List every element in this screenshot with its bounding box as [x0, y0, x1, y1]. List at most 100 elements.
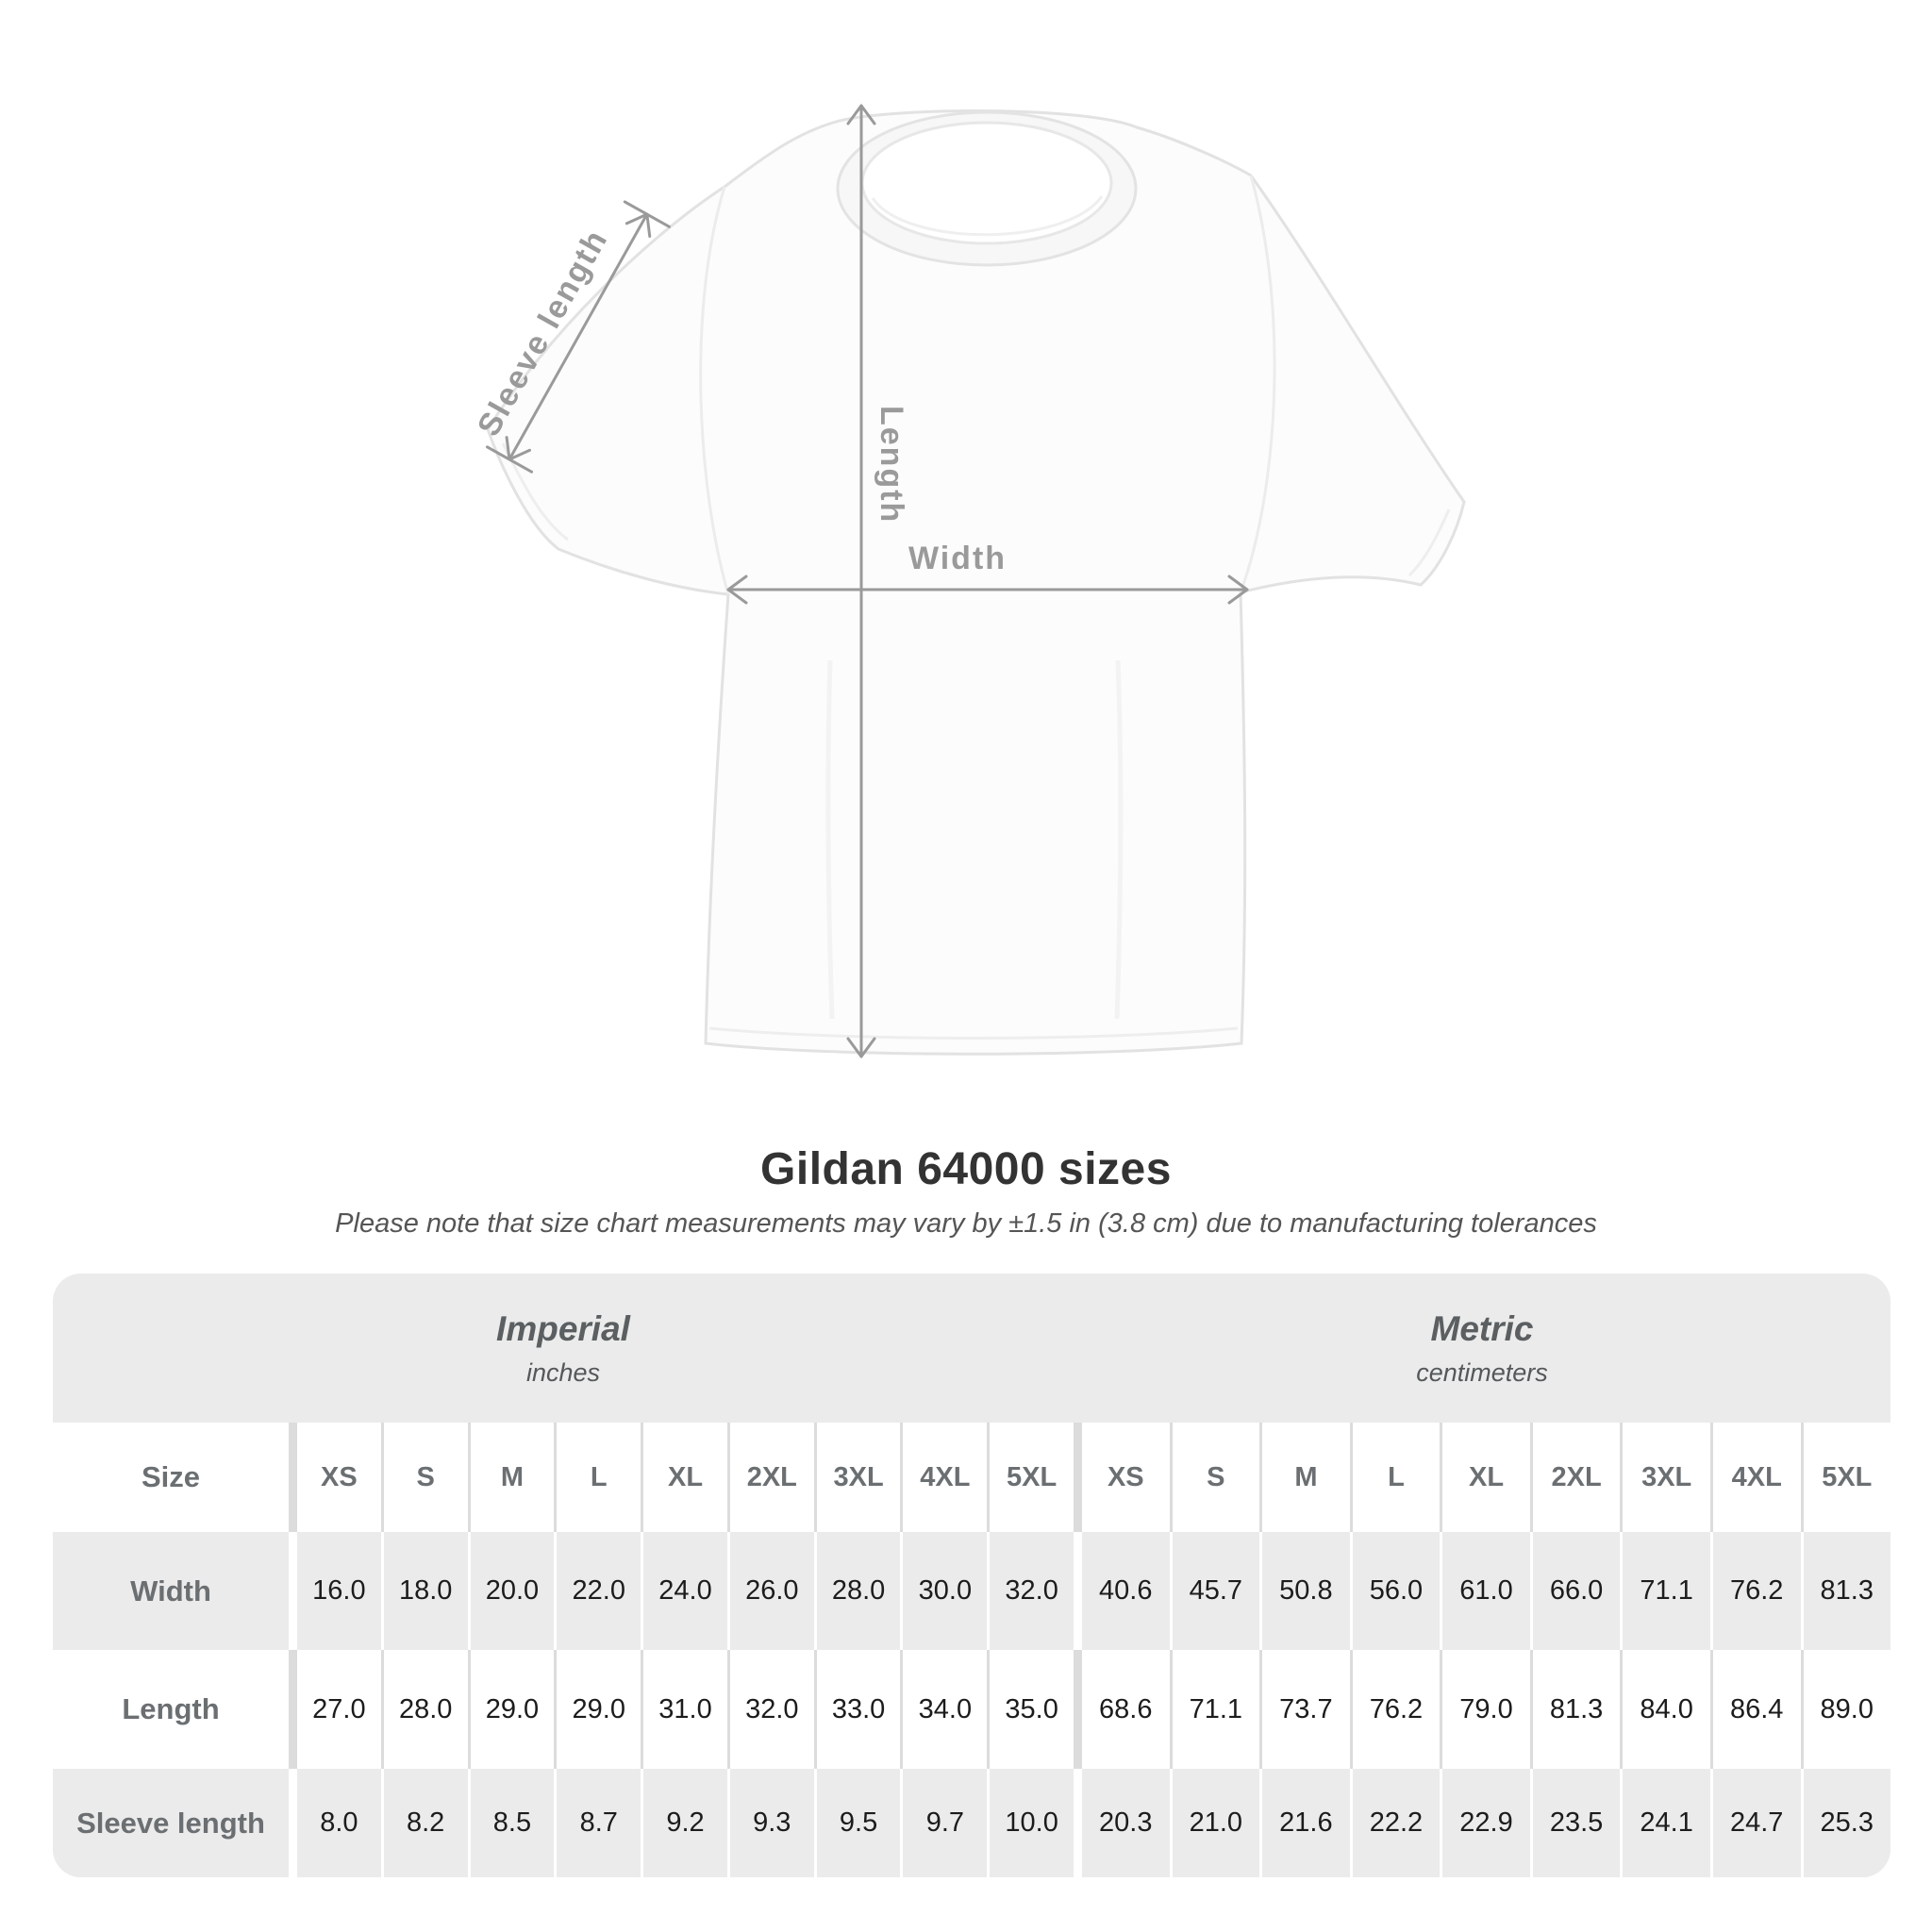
- unit-group-sublabel: centimeters: [1416, 1357, 1548, 1387]
- table-cell: 9.5: [813, 1769, 901, 1877]
- table-cell: 35.0: [987, 1650, 1074, 1769]
- imperial-header: Imperial inches: [53, 1274, 1074, 1423]
- size-column-header: Size: [141, 1460, 201, 1493]
- table-cell: 76.2: [1709, 1532, 1801, 1650]
- table-cell: 25.3: [1800, 1769, 1891, 1877]
- table-cell: 61.0: [1440, 1532, 1530, 1650]
- size-header-cell: M: [467, 1423, 555, 1532]
- table-cell: 22.0: [554, 1532, 641, 1650]
- table-cell: 28.0: [813, 1532, 901, 1650]
- row-label-length: Length: [122, 1692, 220, 1725]
- table-cell: 10.0: [987, 1769, 1074, 1877]
- table-row-length: Length 27.0 28.0 29.0 29.0 31.0 32.0 33.0 34.0 3…: [53, 1650, 1890, 1769]
- table-cell: 32.0: [726, 1650, 814, 1769]
- size-header-cell: XL: [1440, 1423, 1530, 1532]
- table-cell: 26.0: [726, 1532, 814, 1650]
- table-cell: 24.7: [1709, 1769, 1801, 1877]
- table-cell: 23.5: [1529, 1769, 1621, 1877]
- table-row-sleeve-length: Sleeve length 8.0 8.2 8.5 8.7 9.2 9.3 9.5 9.7 10…: [53, 1769, 1890, 1877]
- table-cell: 89.0: [1800, 1650, 1891, 1769]
- table-cell: 20.0: [467, 1532, 555, 1650]
- table-cell: 30.0: [900, 1532, 987, 1650]
- table-cell: 31.0: [641, 1650, 727, 1769]
- table-cell: 79.0: [1440, 1650, 1530, 1769]
- size-header-cell: 2XL: [1529, 1423, 1621, 1532]
- table-cell: 24.1: [1620, 1769, 1710, 1877]
- table-cell: 68.6: [1074, 1650, 1170, 1769]
- table-header-row: Size XS S M L XL 2XL 3XL 4XL 5XL XS S M L XL 2XL 3XL 4X…: [53, 1423, 1890, 1532]
- length-imperial-values: 27.0 28.0 29.0 29.0 31.0 32.0 33.0 34.0 35.0: [289, 1650, 1074, 1769]
- table-cell: 18.0: [380, 1532, 468, 1650]
- metric-header: Metric centimeters: [1074, 1274, 1890, 1423]
- table-cell: 71.1: [1169, 1650, 1260, 1769]
- length-label: Length: [874, 406, 909, 524]
- size-header-cell: M: [1259, 1423, 1350, 1532]
- size-header-cell: 5XL: [987, 1423, 1074, 1532]
- size-header-cell: 2XL: [726, 1423, 814, 1532]
- table-cell: 86.4: [1709, 1650, 1801, 1769]
- row-label-sleeve-length: Sleeve length: [76, 1806, 265, 1840]
- table-cell: 22.9: [1440, 1769, 1530, 1877]
- table-cell: 32.0: [987, 1532, 1074, 1650]
- table-cell: 8.5: [467, 1769, 555, 1877]
- table-cell: 34.0: [900, 1650, 987, 1769]
- width-arrow: [726, 575, 1249, 605]
- table-cell: 66.0: [1529, 1532, 1621, 1650]
- unit-group-sublabel: inches: [525, 1357, 601, 1387]
- metric-size-headers: XS S M L XL 2XL 3XL 4XL 5XL: [1074, 1423, 1890, 1532]
- size-header-cell: S: [380, 1423, 468, 1532]
- size-header-cell: S: [1169, 1423, 1260, 1532]
- unit-group-label: Metric: [1430, 1308, 1534, 1348]
- length-arrow: [846, 104, 876, 1058]
- sleeve-length-arrow: [485, 200, 671, 474]
- table-cell: 24.0: [641, 1532, 727, 1650]
- table-cell: 40.6: [1074, 1532, 1170, 1650]
- table-cell: 8.7: [554, 1769, 641, 1877]
- width-label: Width: [908, 541, 1007, 576]
- size-header-cell: L: [1349, 1423, 1441, 1532]
- table-cell: 33.0: [813, 1650, 901, 1769]
- unit-header-band: Imperial inches Metric centimeters: [53, 1274, 1890, 1423]
- size-header-cell: L: [554, 1423, 641, 1532]
- table-cell: 50.8: [1259, 1532, 1350, 1650]
- size-header-cell: XS: [1074, 1423, 1170, 1532]
- table-cell: 21.0: [1169, 1769, 1260, 1877]
- page-subtitle: Please note that size chart measurements…: [335, 1208, 1597, 1239]
- table-cell: 9.3: [726, 1769, 814, 1877]
- size-header-cell: XL: [641, 1423, 727, 1532]
- tshirt-graphic: [486, 109, 1466, 1056]
- size-header-cell: 5XL: [1800, 1423, 1891, 1532]
- size-header-cell: 3XL: [1620, 1423, 1710, 1532]
- table-cell: 81.3: [1529, 1650, 1621, 1769]
- size-chart-table: Imperial inches Metric centimeters Size …: [53, 1274, 1890, 1877]
- table-cell: 22.2: [1349, 1769, 1441, 1877]
- table-cell: 20.3: [1074, 1769, 1170, 1877]
- table-cell: 73.7: [1259, 1650, 1350, 1769]
- table-cell: 29.0: [554, 1650, 641, 1769]
- row-label-width: Width: [130, 1574, 211, 1607]
- table-cell: 71.1: [1620, 1532, 1710, 1650]
- table-cell: 8.2: [380, 1769, 468, 1877]
- length-metric-values: 68.6 71.1 73.7 76.2 79.0 81.3 84.0 86.4 89.0: [1074, 1650, 1890, 1769]
- unit-group-label: Imperial: [496, 1308, 630, 1348]
- table-cell: 27.0: [289, 1650, 381, 1769]
- sleeve-metric-values: 20.3 21.0 21.6 22.2 22.9 23.5 24.1 24.7 25.3: [1074, 1769, 1890, 1877]
- size-header-cell: 4XL: [900, 1423, 987, 1532]
- table-cell: 81.3: [1800, 1532, 1891, 1650]
- table-cell: 56.0: [1349, 1532, 1441, 1650]
- sleeve-imperial-values: 8.0 8.2 8.5 8.7 9.2 9.3 9.5 9.7 10.0: [289, 1769, 1074, 1877]
- table-row-width: Width 16.0 18.0 20.0 22.0 24.0 26.0 28.0 30.0 32…: [53, 1532, 1890, 1650]
- table-cell: 29.0: [467, 1650, 555, 1769]
- page-title: Gildan 64000 sizes: [760, 1144, 1172, 1194]
- table-cell: 16.0: [289, 1532, 381, 1650]
- table-cell: 28.0: [380, 1650, 468, 1769]
- width-metric-values: 40.6 45.7 50.8 56.0 61.0 66.0 71.1 76.2 81.3: [1074, 1532, 1890, 1650]
- width-imperial-values: 16.0 18.0 20.0 22.0 24.0 26.0 28.0 30.0 32.0: [289, 1532, 1074, 1650]
- table-cell: 9.2: [641, 1769, 727, 1877]
- size-header-cell: XS: [289, 1423, 381, 1532]
- table-cell: 9.7: [900, 1769, 987, 1877]
- imperial-size-headers: XS S M L XL 2XL 3XL 4XL 5XL: [289, 1423, 1074, 1532]
- table-cell: 76.2: [1349, 1650, 1441, 1769]
- size-header-cell: 4XL: [1709, 1423, 1801, 1532]
